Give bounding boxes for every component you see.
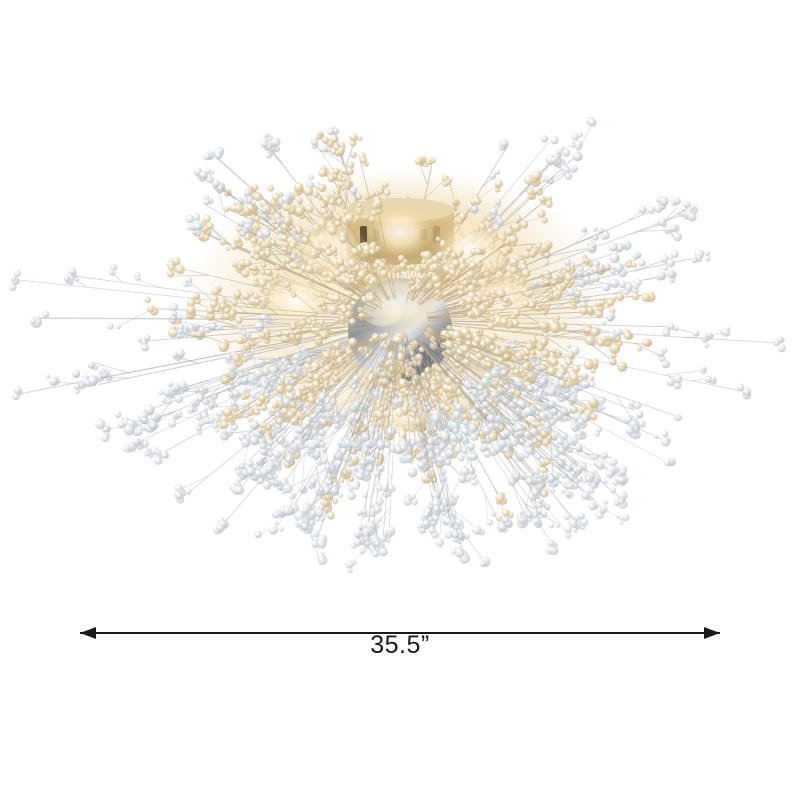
product-illustration (8, 116, 786, 574)
arrowhead-left-icon (80, 627, 96, 639)
dimension-label: 35.5” (370, 631, 430, 659)
dimension-arrow-graphic (80, 627, 720, 639)
crystal-spray-foreground (137, 182, 656, 565)
arrowhead-right-icon (704, 627, 720, 639)
width-dimension-arrow (80, 627, 720, 639)
dimension-annotation: 35.5” (0, 600, 800, 690)
chandelier-graphic (8, 116, 786, 574)
